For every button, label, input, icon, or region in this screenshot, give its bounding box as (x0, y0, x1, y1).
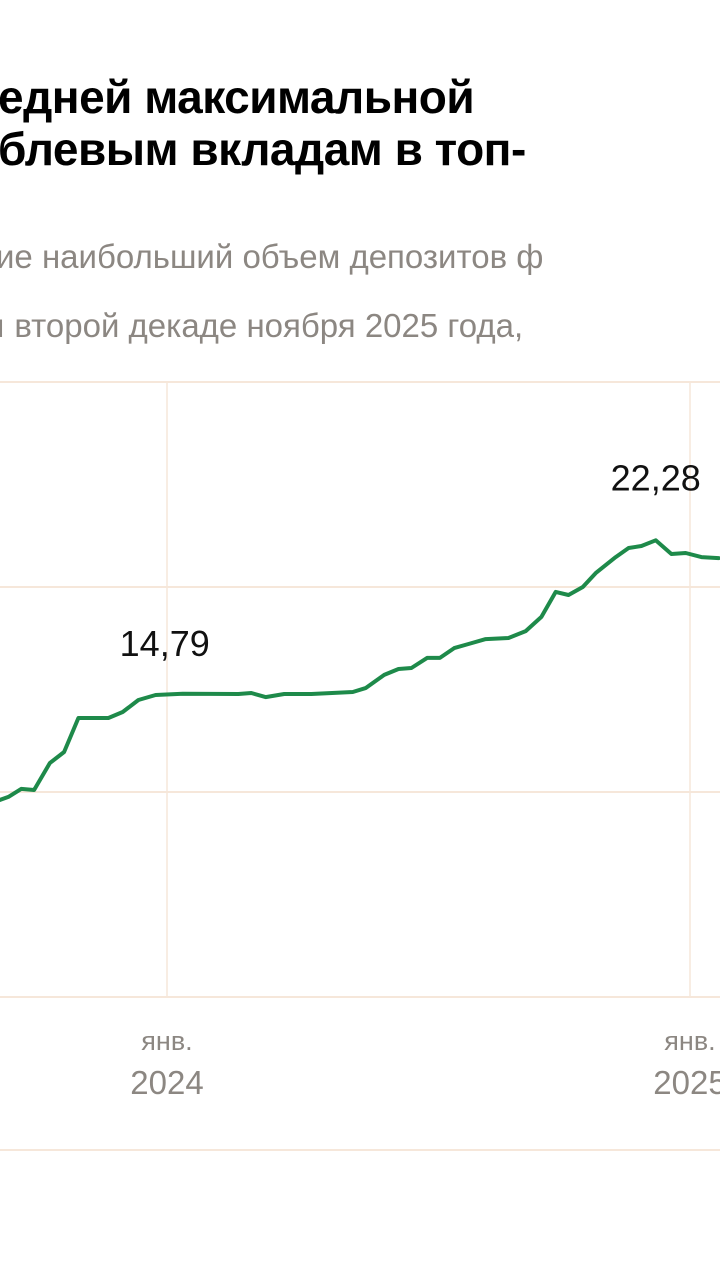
x-tick-year: 2024 (130, 1064, 203, 1101)
series-line (0, 538, 720, 802)
chart-title-line-2: блевым вкладам в топ- (0, 123, 526, 175)
data-label: 22,28 (611, 457, 701, 498)
data-label: 14,79 (120, 623, 210, 664)
x-tick-month: янв. (664, 1026, 715, 1056)
chart-title-line-1: едней максимальной (0, 71, 475, 123)
x-tick-year: 2025 (653, 1064, 720, 1101)
x-tick-month: янв. (141, 1026, 192, 1056)
chart-subtitle-line-1: ие наибольший объем депозитов ф (0, 238, 544, 275)
chart-subtitle-line-2: ı второй декаде ноября 2025 года, (0, 307, 524, 344)
